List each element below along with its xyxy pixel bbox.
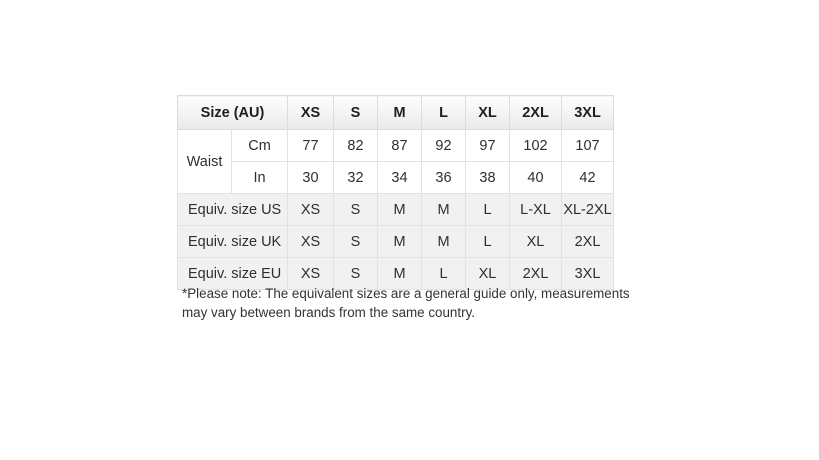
cell-equiv-uk-xl: L bbox=[465, 225, 510, 258]
header-size-au: Size (AU) bbox=[177, 95, 288, 130]
cell-equiv-uk-3xl: 2XL bbox=[561, 225, 614, 258]
row-label-equiv-us: Equiv. size US bbox=[177, 193, 288, 226]
cell-equiv-us-xs: XS bbox=[287, 193, 334, 226]
cell-equiv-eu-2xl: 2XL bbox=[509, 257, 562, 290]
cell-equiv-eu-3xl: 3XL bbox=[561, 257, 614, 290]
cell-waist-in-m: 34 bbox=[377, 161, 422, 194]
cell-equiv-eu-l: L bbox=[421, 257, 466, 290]
row-label-equiv-uk: Equiv. size UK bbox=[177, 225, 288, 258]
cell-equiv-us-2xl: L-XL bbox=[509, 193, 562, 226]
cell-waist-cm-m: 87 bbox=[377, 129, 422, 162]
cell-waist-in-xl: 38 bbox=[465, 161, 510, 194]
cell-equiv-us-m: M bbox=[377, 193, 422, 226]
header-col-3xl: 3XL bbox=[561, 95, 614, 130]
cell-waist-cm-l: 92 bbox=[421, 129, 466, 162]
footnote-line-2: may vary between brands from the same co… bbox=[182, 304, 475, 320]
table-row-equiv-us: Equiv. size US XS S M M L L-XL XL-2XL bbox=[177, 193, 614, 226]
cell-equiv-uk-l: M bbox=[421, 225, 466, 258]
cell-waist-in-s: 32 bbox=[333, 161, 378, 194]
row-label-waist: Waist bbox=[177, 129, 232, 194]
cell-equiv-eu-s: S bbox=[333, 257, 378, 290]
table-header-row: Size (AU) XS S M L XL 2XL 3XL bbox=[177, 95, 614, 130]
header-col-xl: XL bbox=[465, 95, 510, 130]
size-chart-table: Size (AU) XS S M L XL 2XL 3XL Waist Cm 7… bbox=[177, 95, 614, 290]
table-row-waist-cm: Waist Cm 77 82 87 92 97 102 107 bbox=[177, 129, 614, 194]
footnote: *Please note: The equivalent sizes are a… bbox=[182, 285, 630, 322]
cell-waist-cm-s: 82 bbox=[333, 129, 378, 162]
cell-waist-in-l: 36 bbox=[421, 161, 466, 194]
cell-equiv-uk-2xl: XL bbox=[509, 225, 562, 258]
cell-equiv-us-s: S bbox=[333, 193, 378, 226]
cell-waist-cm-xl: 97 bbox=[465, 129, 510, 162]
header-col-m: M bbox=[377, 95, 422, 130]
cell-equiv-us-l: M bbox=[421, 193, 466, 226]
header-col-l: L bbox=[421, 95, 466, 130]
cell-equiv-eu-xl: XL bbox=[465, 257, 510, 290]
table-row-waist-in: In 30 32 34 36 38 40 42 bbox=[178, 161, 614, 194]
row-label-equiv-eu: Equiv. size EU bbox=[177, 257, 288, 290]
size-chart-container: Size (AU) XS S M L XL 2XL 3XL Waist Cm 7… bbox=[177, 95, 614, 290]
cell-equiv-eu-m: M bbox=[377, 257, 422, 290]
unit-label-cm: Cm bbox=[231, 129, 288, 162]
table-row-equiv-eu: Equiv. size EU XS S M L XL 2XL 3XL bbox=[177, 257, 614, 290]
cell-equiv-us-xl: L bbox=[465, 193, 510, 226]
cell-waist-in-3xl: 42 bbox=[561, 161, 614, 194]
cell-waist-cm-xs: 77 bbox=[287, 129, 334, 162]
table-row-equiv-uk: Equiv. size UK XS S M M L XL 2XL bbox=[177, 225, 614, 258]
header-col-2xl: 2XL bbox=[509, 95, 562, 130]
footnote-line-1: *Please note: The equivalent sizes are a… bbox=[182, 286, 630, 301]
header-col-xs: XS bbox=[287, 95, 334, 130]
cell-equiv-uk-s: S bbox=[333, 225, 378, 258]
cell-equiv-uk-m: M bbox=[377, 225, 422, 258]
cell-waist-in-xs: 30 bbox=[287, 161, 334, 194]
cell-waist-cm-2xl: 102 bbox=[509, 129, 562, 162]
cell-equiv-us-3xl: XL-2XL bbox=[561, 193, 614, 226]
cell-equiv-uk-xs: XS bbox=[287, 225, 334, 258]
cell-waist-cm-3xl: 107 bbox=[561, 129, 614, 162]
header-col-s: S bbox=[333, 95, 378, 130]
cell-waist-in-2xl: 40 bbox=[509, 161, 562, 194]
unit-label-in: In bbox=[231, 161, 288, 194]
